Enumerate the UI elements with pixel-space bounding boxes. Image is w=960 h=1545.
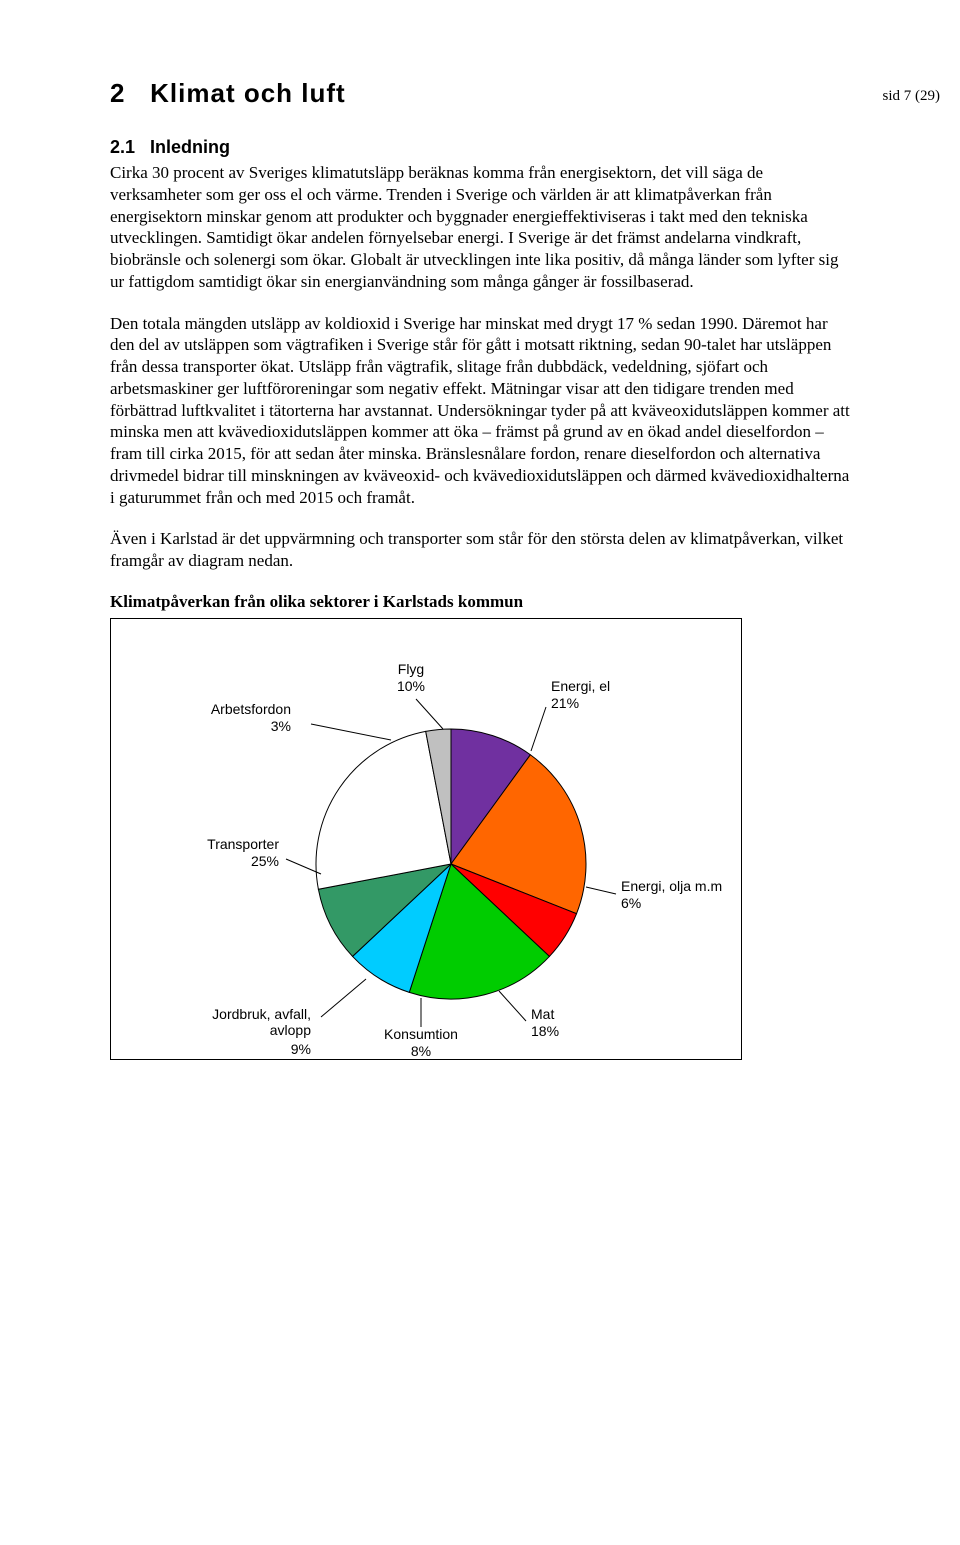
pie-slice-percent: 25%: [251, 853, 279, 869]
pie-slice-label: Arbetsfordon: [211, 701, 291, 717]
pie-slice-percent: 18%: [531, 1023, 559, 1039]
pie-slice-label: Konsumtion: [384, 1026, 458, 1042]
pie-slice-label: Transporter: [207, 836, 279, 852]
pie-slice-percent: 9%: [291, 1041, 311, 1057]
section-heading: 2 Klimat och luft: [110, 78, 850, 109]
pie-slice-label: Mat: [531, 1006, 554, 1022]
pie-slice-percent: 8%: [411, 1043, 431, 1059]
pie-leader-line: [586, 887, 616, 894]
chart-title: Klimatpåverkan från olika sektorer i Kar…: [110, 592, 850, 612]
pie-slice-percent: 21%: [551, 695, 579, 711]
pie-slice-label: Energi, olja m.m: [621, 878, 722, 894]
section-title: Klimat och luft: [150, 78, 346, 108]
paragraph-2: Den totala mängden utsläpp av koldioxid …: [110, 313, 850, 509]
pie-leader-line: [321, 979, 366, 1017]
pie-chart-svg: Flyg10% Energi, el21% Energi, olja m.m6% Ma…: [111, 619, 741, 1059]
paragraph-1: Cirka 30 procent av Sveriges klimatutslä…: [110, 162, 850, 293]
subsection-number: 2.1: [110, 137, 135, 157]
pie-chart-container: Flyg10% Energi, el21% Energi, olja m.m6% Ma…: [110, 618, 742, 1060]
subsection-heading: 2.1 Inledning: [110, 137, 850, 158]
pie-leader-line: [311, 724, 391, 740]
pie-slice-percent: 6%: [621, 895, 641, 911]
pie-slice-label: Flyg: [398, 661, 424, 677]
subsection-title: Inledning: [150, 137, 230, 157]
pie-slice-label: Energi, el: [551, 678, 610, 694]
pie-leader-line: [499, 991, 526, 1021]
pie-slice-label: Jordbruk, avfall,: [212, 1006, 311, 1022]
paragraph-3: Även i Karlstad är det uppvärmning och t…: [110, 528, 850, 572]
pie-leader-line: [416, 699, 443, 729]
pie-slice-percent: 10%: [397, 678, 425, 694]
section-number: 2: [110, 78, 125, 108]
page-number: sid 7 (29): [883, 88, 941, 105]
document-page: sid 7 (29) 2 Klimat och luft 2.1 Inledni…: [0, 78, 960, 1100]
pie-leader-line: [531, 707, 546, 751]
pie-slice-percent: 3%: [271, 718, 291, 734]
pie-slice-label: avlopp: [270, 1022, 311, 1038]
